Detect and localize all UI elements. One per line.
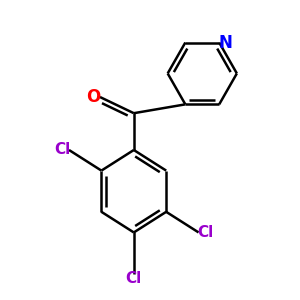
Text: O: O [86,88,100,106]
Text: N: N [219,34,232,52]
Text: Cl: Cl [54,142,71,158]
Text: Cl: Cl [126,271,142,286]
Text: Cl: Cl [197,225,213,240]
